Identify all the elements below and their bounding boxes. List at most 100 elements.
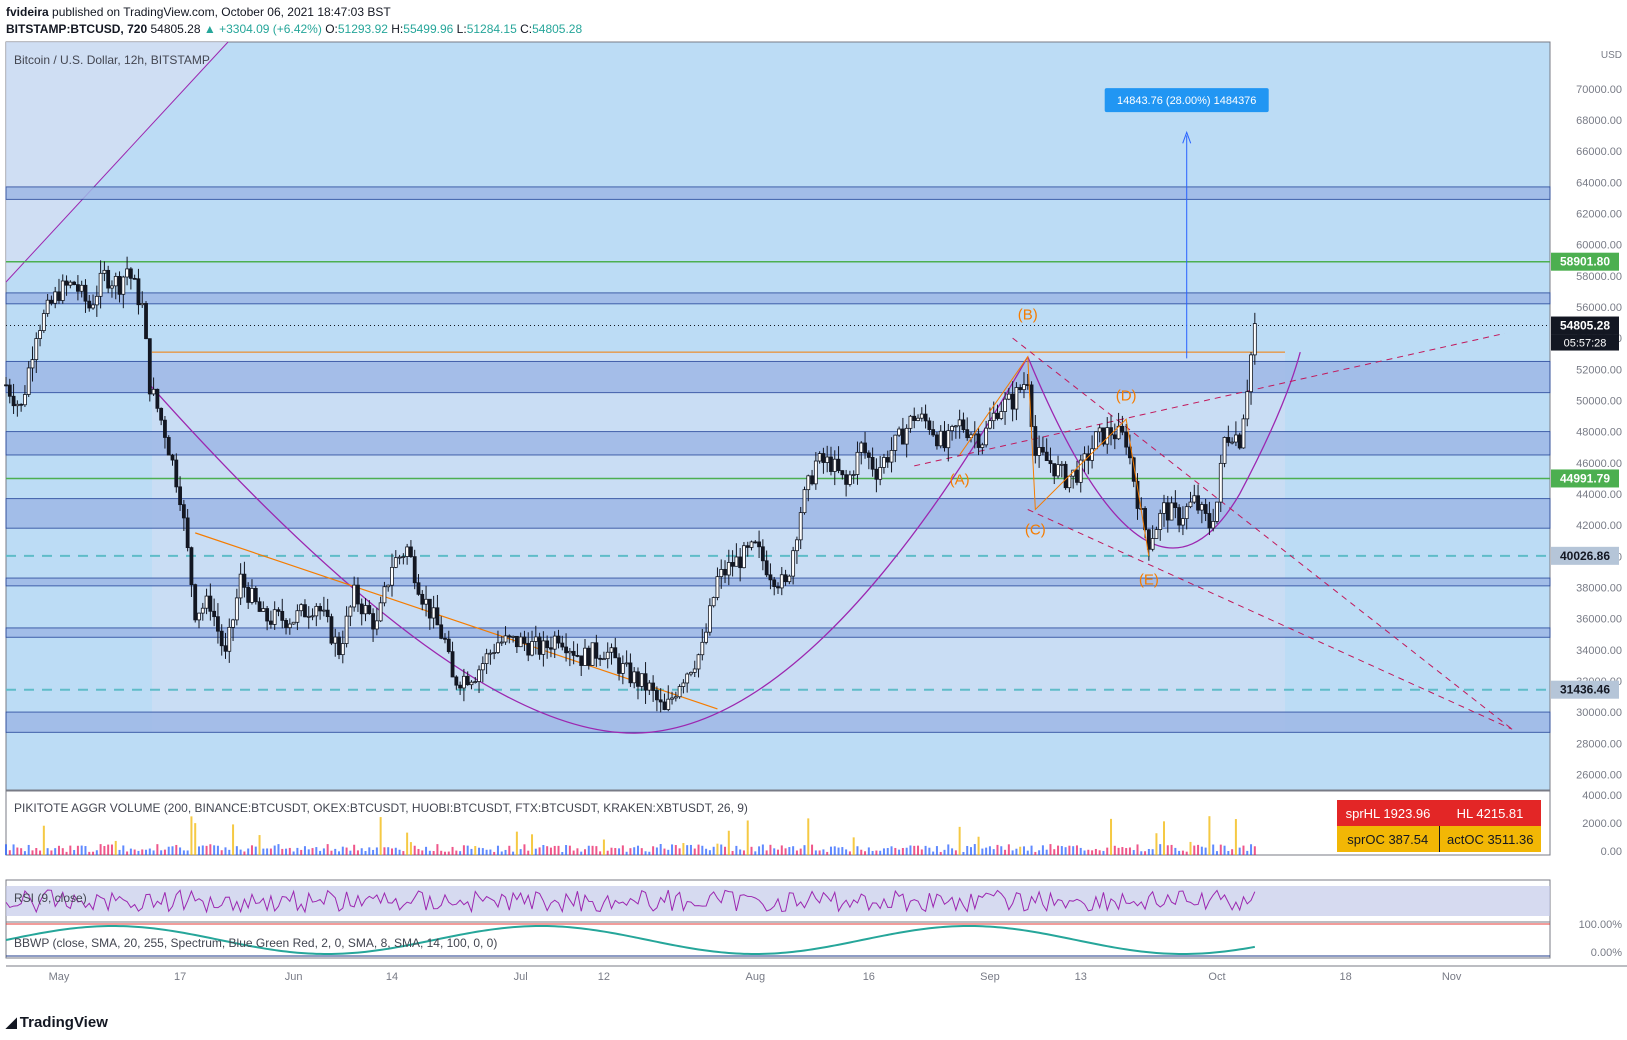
price-tick: 44000.00 xyxy=(1576,489,1622,501)
volume-bar xyxy=(1223,845,1226,855)
bbwp-pane[interactable] xyxy=(5,921,1551,959)
volume-bar xyxy=(447,851,450,855)
volume-bar xyxy=(852,837,855,855)
candle-body xyxy=(492,652,497,654)
volume-bar xyxy=(898,849,901,855)
volume-bar xyxy=(727,830,730,855)
volume-bar xyxy=(496,845,499,855)
candle-body xyxy=(681,682,686,687)
volume-bar xyxy=(383,847,386,855)
volume-bar xyxy=(205,845,208,855)
candle-body xyxy=(745,545,750,548)
candle-body xyxy=(795,539,799,552)
volume-bar xyxy=(269,848,272,855)
ohlc-line: BITSTAMP:BTCUSD, 720 54805.28 ▲ +3304.09… xyxy=(6,22,582,36)
volume-bar xyxy=(182,850,185,855)
candle-body xyxy=(102,269,107,274)
dashed-trendline-down-2 xyxy=(1027,509,1513,730)
candle-body xyxy=(692,668,697,673)
volume-bar xyxy=(512,851,515,855)
volume-bar xyxy=(712,846,715,855)
volume-bar xyxy=(39,850,42,855)
candle-body xyxy=(1041,447,1045,453)
volume-bar xyxy=(1128,847,1131,855)
volume-bar xyxy=(591,845,594,855)
volume-bar xyxy=(1034,851,1037,855)
volume-bar xyxy=(277,844,280,855)
volume-bar xyxy=(338,851,341,855)
volume-bar xyxy=(1144,851,1147,855)
wave-label: (C) xyxy=(1025,521,1046,538)
cup-arc-1 xyxy=(149,356,1029,734)
volume-bar xyxy=(913,845,916,855)
supply-demand-zone xyxy=(5,498,1551,529)
candle-body xyxy=(723,569,727,576)
countdown-bg xyxy=(1551,334,1619,351)
candle-body xyxy=(193,584,198,621)
volume-bar xyxy=(527,850,530,855)
candle-body xyxy=(382,586,387,604)
volume-bar xyxy=(1022,846,1025,855)
volume-bar xyxy=(580,851,583,855)
volume-bar xyxy=(1151,849,1154,855)
volume-bar xyxy=(224,847,227,855)
candle-body xyxy=(15,403,20,407)
volume-bar xyxy=(882,848,885,855)
candle-body xyxy=(704,631,708,643)
time-tick: 12 xyxy=(598,971,610,983)
volume-bar xyxy=(636,845,639,855)
candle-body xyxy=(829,456,833,472)
candle-body xyxy=(1063,463,1068,489)
candle-body xyxy=(231,619,235,628)
candle-body xyxy=(57,291,61,301)
candle-body xyxy=(1044,451,1049,461)
volume-bar xyxy=(538,847,541,855)
candle-body xyxy=(435,607,440,626)
candle-body xyxy=(390,566,394,586)
candle-body xyxy=(333,636,338,644)
volume-bar xyxy=(860,849,863,855)
candle-body xyxy=(41,313,46,331)
candle-body xyxy=(673,696,678,699)
candle-body xyxy=(1131,457,1136,482)
candle-body xyxy=(284,619,288,629)
volume-bar xyxy=(549,847,552,855)
volume-legend: PIKITOTE AGGR VOLUME (200, BINANCE:BTCUS… xyxy=(14,801,748,815)
volume-bar xyxy=(985,847,988,855)
volume-bar xyxy=(1234,819,1237,855)
candle-body xyxy=(533,636,538,642)
candle-body xyxy=(1154,529,1159,539)
volume-bar xyxy=(807,818,810,855)
volume-bar xyxy=(750,846,753,855)
dashed-trendline-up xyxy=(914,332,1505,467)
volume-bar xyxy=(1132,850,1135,855)
candle-body xyxy=(412,556,417,584)
volume-bar xyxy=(232,824,235,855)
volume-bar xyxy=(1026,850,1029,855)
candle-body xyxy=(689,671,693,675)
volume-bar xyxy=(466,845,469,855)
volume-pane[interactable] xyxy=(5,790,1551,856)
candle-body xyxy=(484,653,489,665)
volume-bar xyxy=(534,848,537,855)
candle-body xyxy=(1207,513,1212,529)
candle-body xyxy=(995,412,1000,419)
brand-footer[interactable]: ◢ TradingView xyxy=(6,1014,108,1031)
volume-bar xyxy=(1189,841,1192,855)
candle-body xyxy=(760,546,765,562)
wave-path xyxy=(959,355,1150,557)
candle-body xyxy=(458,684,463,689)
volume-bar xyxy=(621,845,624,855)
price-axis[interactable] xyxy=(1551,42,1627,790)
author[interactable]: fvideira xyxy=(6,5,49,19)
candle-body xyxy=(409,546,413,558)
candle-body xyxy=(1014,387,1019,410)
candle-body xyxy=(166,437,171,456)
supply-demand-zone xyxy=(5,431,1551,456)
volume-bar xyxy=(1049,844,1052,855)
volume-bar xyxy=(425,846,428,855)
sprOC-cell: sprOC 387.54 xyxy=(1337,826,1440,852)
volume-bar xyxy=(977,836,980,855)
volume-bar xyxy=(648,851,651,855)
